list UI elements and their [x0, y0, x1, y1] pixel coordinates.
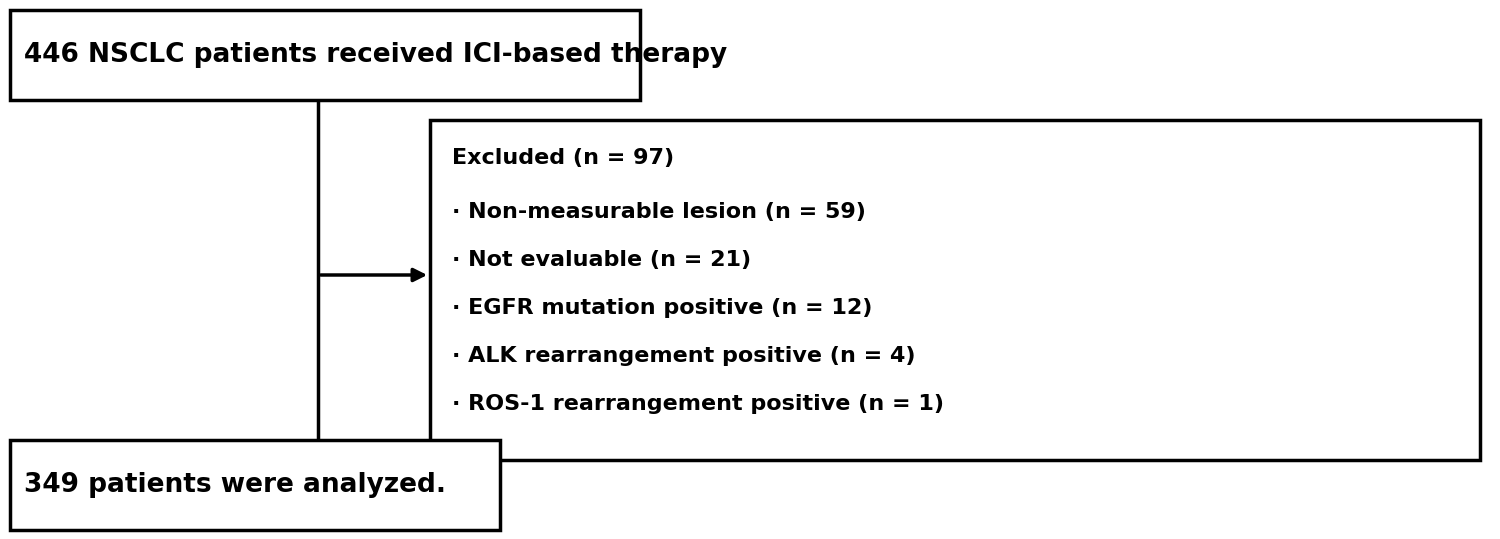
Text: 446 NSCLC patients received ICI-based therapy: 446 NSCLC patients received ICI-based th…	[24, 42, 728, 68]
Bar	[10, 10, 640, 100]
Text: · ALK rearrangement positive (n = 4): · ALK rearrangement positive (n = 4)	[452, 346, 915, 366]
Text: · Not evaluable (n = 21): · Not evaluable (n = 21)	[452, 250, 752, 270]
Text: · EGFR mutation positive (n = 12): · EGFR mutation positive (n = 12)	[452, 298, 873, 318]
Text: Excluded (n = 97): Excluded (n = 97)	[452, 148, 674, 168]
Bar	[430, 120, 1480, 460]
Text: · ROS-1 rearrangement positive (n = 1): · ROS-1 rearrangement positive (n = 1)	[452, 394, 944, 414]
Text: · Non-measurable lesion (n = 59): · Non-measurable lesion (n = 59)	[452, 202, 866, 222]
Bar	[10, 440, 500, 530]
Text: 349 patients were analyzed.: 349 patients were analyzed.	[24, 472, 445, 498]
